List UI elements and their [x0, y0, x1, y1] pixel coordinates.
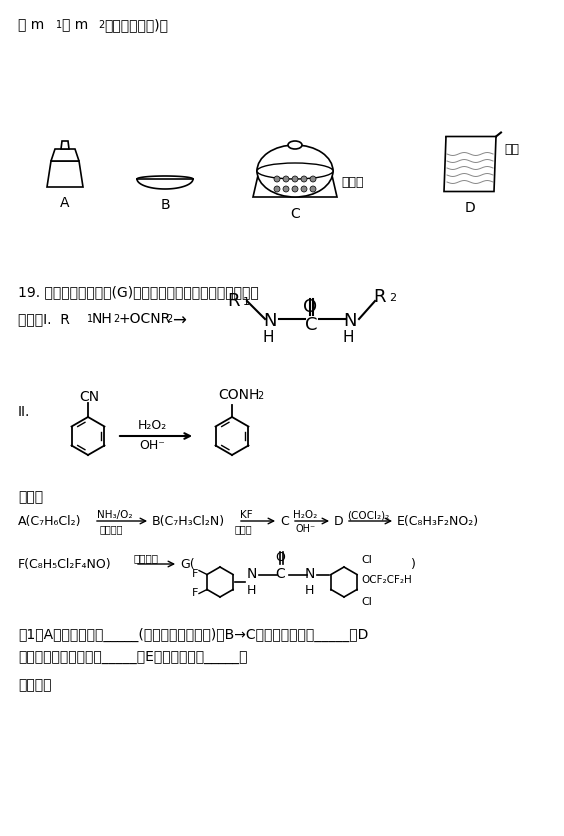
Text: C: C — [280, 514, 289, 528]
Text: E(C₈H₃F₂NO₂): E(C₈H₃F₂NO₂) — [397, 514, 479, 528]
Text: NH₃/O₂: NH₃/O₂ — [97, 509, 133, 519]
Ellipse shape — [257, 145, 333, 198]
Text: 19. 根据杀虫剂氟铃脲(G)的两条合成路线，回答下列问题。: 19. 根据杀虫剂氟铃脲(G)的两条合成路线，回答下列问题。 — [18, 285, 259, 298]
Ellipse shape — [257, 164, 333, 180]
Text: CONH: CONH — [218, 388, 259, 401]
Text: 、 m: 、 m — [62, 18, 88, 32]
Circle shape — [310, 186, 316, 193]
Text: N: N — [343, 312, 356, 329]
Text: A(C₇H₆Cl₂): A(C₇H₆Cl₂) — [18, 514, 82, 528]
Ellipse shape — [288, 142, 302, 150]
Text: 一定条件: 一定条件 — [100, 523, 124, 533]
Text: OCF₂CF₂H: OCF₂CF₂H — [361, 574, 412, 584]
Circle shape — [283, 186, 289, 193]
Text: (COCl₂)₂: (COCl₂)₂ — [347, 509, 389, 519]
Text: F(C₈H₅Cl₂F₄NO): F(C₈H₅Cl₂F₄NO) — [18, 558, 112, 570]
Circle shape — [283, 176, 289, 183]
Polygon shape — [51, 150, 79, 162]
Polygon shape — [61, 142, 69, 150]
Text: N: N — [305, 566, 315, 580]
Text: H: H — [343, 329, 355, 344]
Text: R: R — [227, 292, 240, 309]
Polygon shape — [444, 137, 496, 192]
Text: II.: II. — [18, 405, 30, 419]
Text: 催化剂: 催化剂 — [235, 523, 253, 533]
Text: H: H — [305, 584, 314, 596]
Text: Cl: Cl — [361, 554, 372, 564]
Text: 干燥剂: 干燥剂 — [341, 176, 364, 188]
Text: C: C — [305, 316, 318, 334]
Text: 2: 2 — [98, 20, 104, 30]
Circle shape — [301, 176, 307, 183]
Text: B(C₇H₃Cl₂N): B(C₇H₃Cl₂N) — [152, 514, 225, 528]
Text: H₂O₂: H₂O₂ — [138, 419, 166, 431]
Text: OH⁻: OH⁻ — [296, 523, 316, 533]
Text: A: A — [60, 196, 70, 210]
Circle shape — [301, 186, 307, 193]
Text: Cl: Cl — [361, 596, 372, 606]
Text: C: C — [275, 566, 285, 580]
Text: 2: 2 — [113, 314, 119, 324]
Text: D: D — [334, 514, 343, 528]
Text: R: R — [373, 288, 386, 306]
Text: H: H — [263, 329, 275, 344]
Text: G(: G( — [180, 558, 195, 570]
Text: （1）A的化学名称为_____(用系统命名法命名)；B→C的化学方程式为_____；D: （1）A的化学名称为_____(用系统命名法命名)；B→C的化学方程式为____… — [18, 627, 368, 641]
Text: 1: 1 — [87, 314, 93, 324]
Text: 的代数式表示)。: 的代数式表示)。 — [104, 18, 168, 32]
Circle shape — [274, 176, 280, 183]
Text: H₂O₂: H₂O₂ — [293, 509, 317, 519]
Text: D: D — [465, 201, 475, 214]
Text: O: O — [303, 298, 317, 316]
Text: H: H — [247, 584, 257, 596]
Text: 路线二：: 路线二： — [18, 677, 51, 691]
Text: 1: 1 — [56, 20, 62, 30]
Circle shape — [274, 186, 280, 193]
Text: OH⁻: OH⁻ — [139, 438, 165, 451]
Text: NH: NH — [92, 312, 113, 325]
Circle shape — [292, 186, 298, 193]
Text: 一定条件: 一定条件 — [133, 553, 158, 563]
Circle shape — [292, 176, 298, 183]
Text: N: N — [247, 566, 257, 580]
Text: C: C — [290, 206, 300, 221]
Ellipse shape — [257, 164, 333, 180]
Text: 中含氧官能团的名称为_____；E的结构简式为_____。: 中含氧官能团的名称为_____；E的结构简式为_____。 — [18, 650, 248, 663]
Text: →: → — [172, 312, 186, 329]
Polygon shape — [253, 171, 337, 198]
Text: 2: 2 — [257, 390, 263, 400]
Text: 含 m: 含 m — [18, 18, 44, 32]
Text: +OCNR: +OCNR — [118, 312, 170, 325]
Text: KF: KF — [240, 509, 253, 519]
Text: ): ) — [411, 558, 416, 570]
Text: 路线：: 路线： — [18, 489, 43, 503]
Text: 已知：I.  R: 已知：I. R — [18, 312, 70, 325]
Text: 冰水: 冰水 — [504, 142, 519, 155]
Text: O: O — [275, 550, 285, 563]
Text: 2: 2 — [389, 293, 396, 303]
Text: N: N — [263, 312, 276, 329]
Text: F: F — [192, 588, 199, 597]
Text: F: F — [192, 568, 199, 579]
Text: 1: 1 — [243, 297, 250, 307]
Circle shape — [310, 176, 316, 183]
Polygon shape — [47, 162, 83, 188]
Text: CN: CN — [79, 390, 99, 404]
Text: 2: 2 — [166, 314, 172, 324]
Text: B: B — [160, 198, 170, 212]
